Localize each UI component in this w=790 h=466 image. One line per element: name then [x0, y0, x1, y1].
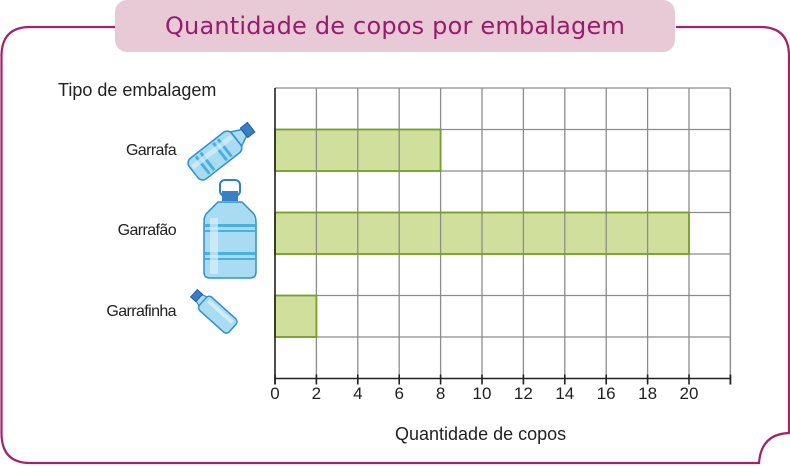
water-jug-icon	[203, 179, 257, 279]
x-tick-label: 16	[596, 384, 616, 403]
category-label-garrafinha: Garrafinha	[106, 303, 176, 320]
category-label-garrafao: Garrafão	[117, 222, 177, 239]
category-label-garrafa: Garrafa	[125, 142, 177, 159]
x-tick-label: 2	[311, 384, 322, 403]
x-tick-label: 20	[679, 384, 699, 403]
x-tick-label: 12	[513, 384, 533, 403]
x-tick-label: 8	[435, 384, 446, 403]
x-tick-label: 10	[472, 384, 492, 403]
y-axis-title: Tipo de embalagem	[58, 80, 217, 100]
x-tick-label: 14	[555, 384, 575, 403]
x-axis-title: Quantidade de copos	[395, 424, 567, 444]
x-tick-label: 6	[394, 384, 404, 403]
chart-title: Quantidade de copos por embalagem	[164, 12, 626, 40]
bottle-icon	[187, 121, 256, 181]
chart-title-box: Quantidade de copos por embalagem	[115, 0, 675, 52]
x-tick-label: 0	[270, 384, 280, 403]
small-bottle-icon	[189, 288, 238, 334]
x-tick-label: 18	[638, 384, 658, 403]
bar-2	[275, 295, 317, 337]
x-tick-label: 4	[353, 384, 363, 403]
